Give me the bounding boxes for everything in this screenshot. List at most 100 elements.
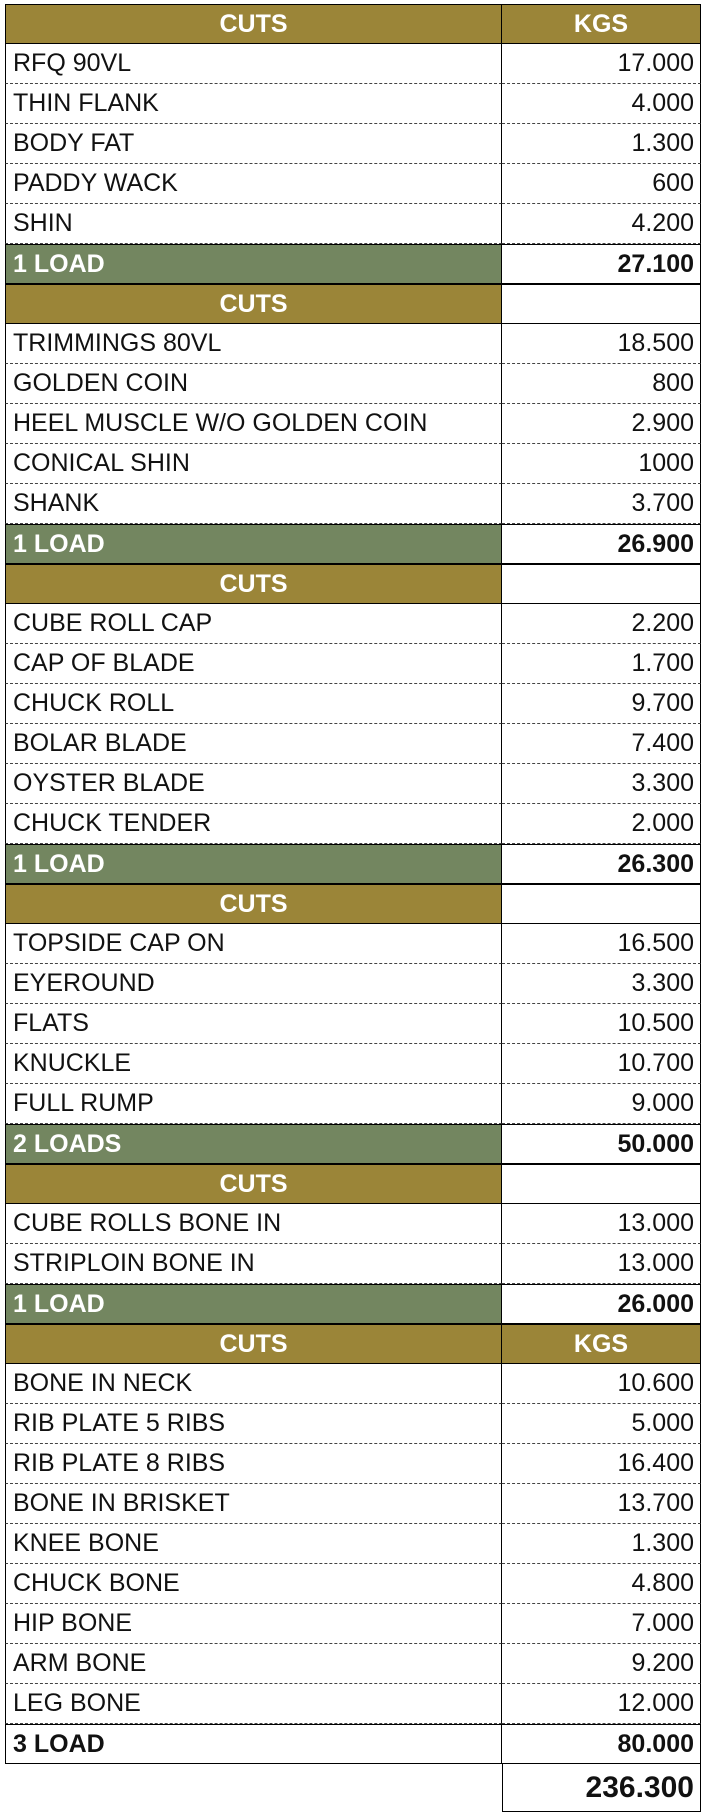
cut-row: TOPSIDE CAP ON 16.500: [5, 924, 701, 964]
cut-row: CUBE ROLL CAP 2.200: [5, 604, 701, 644]
cut-name: RIB PLATE 8 RIBS: [5, 1444, 502, 1484]
cuts-section: CUTS CUBE ROLL CAP 2.200 CAP OF BLADE 1.700 C…: [5, 564, 701, 884]
cut-name: KNUCKLE: [5, 1044, 502, 1084]
cut-name: ARM BONE: [5, 1644, 502, 1684]
cut-name: RIB PLATE 5 RIBS: [5, 1404, 502, 1444]
cut-name: TRIMMINGS 80VL: [5, 324, 502, 364]
load-label: 1 LOAD: [5, 844, 502, 884]
cut-row: CHUCK BONE 4.800: [5, 1564, 701, 1604]
cut-kgs: 13.000: [502, 1204, 701, 1244]
cut-row: GOLDEN COIN 800: [5, 364, 701, 404]
cut-name: STRIPLOIN BONE IN: [5, 1244, 502, 1284]
cut-kgs: 4.200: [502, 204, 701, 244]
cut-row: PADDY WACK 600: [5, 164, 701, 204]
cut-name: CHUCK ROLL: [5, 684, 502, 724]
cut-name: FLATS: [5, 1004, 502, 1044]
cut-kgs: 9.700: [502, 684, 701, 724]
cut-row: STRIPLOIN BONE IN 13.000: [5, 1244, 701, 1284]
cut-row: BONE IN NECK 10.600: [5, 1364, 701, 1404]
cut-name: SHIN: [5, 204, 502, 244]
cut-kgs: 4.000: [502, 84, 701, 124]
cut-name: LEG BONE: [5, 1684, 502, 1724]
cuts-section: CUTS CUBE ROLLS BONE IN 13.000 STRIPLOIN BO…: [5, 1164, 701, 1324]
cut-name: CUBE ROLLS BONE IN: [5, 1204, 502, 1244]
cuts-section: CUTS TOPSIDE CAP ON 16.500 EYEROUND 3.300 FLA…: [5, 884, 701, 1164]
section-header-row: CUTS: [5, 1164, 701, 1204]
cut-kgs: 16.500: [502, 924, 701, 964]
cut-row: BOLAR BLADE 7.400: [5, 724, 701, 764]
grand-total-spacer: [5, 1764, 502, 1812]
cut-kgs: 1.700: [502, 644, 701, 684]
kgs-column-header: [502, 884, 701, 924]
cuts-weight-table: CUTS KGS RFQ 90VL 17.000 THIN FLANK 4.000 BODY…: [5, 4, 701, 1812]
cut-kgs: 12.000: [502, 1684, 701, 1724]
load-total-row: 3 LOAD 80.000: [5, 1724, 701, 1764]
cut-name: RFQ 90VL: [5, 44, 502, 84]
grand-total-row: 236.300: [5, 1764, 701, 1812]
cut-row: ARM BONE 9.200: [5, 1644, 701, 1684]
cut-name: HIP BONE: [5, 1604, 502, 1644]
cut-kgs: 600: [502, 164, 701, 204]
cut-name: CUBE ROLL CAP: [5, 604, 502, 644]
kgs-column-header: KGS: [502, 1324, 701, 1364]
load-total-row: 1 LOAD 26.900: [5, 524, 701, 564]
load-total-row: 1 LOAD 27.100: [5, 244, 701, 284]
cut-name: SHANK: [5, 484, 502, 524]
cut-row: SHIN 4.200: [5, 204, 701, 244]
cuts-section: CUTS KGS BONE IN NECK 10.600 RIB PLATE 5 RIB…: [5, 1324, 701, 1764]
cut-kgs: 10.700: [502, 1044, 701, 1084]
cut-row: CHUCK ROLL 9.700: [5, 684, 701, 724]
cuts-column-header: CUTS: [5, 1324, 502, 1364]
load-label: 1 LOAD: [5, 524, 502, 564]
cut-name: THIN FLANK: [5, 84, 502, 124]
load-total-kgs: 26.000: [502, 1284, 701, 1324]
cut-row: KNEE BONE 1.300: [5, 1524, 701, 1564]
kgs-column-header: [502, 284, 701, 324]
cut-kgs: 7.400: [502, 724, 701, 764]
load-label: 3 LOAD: [5, 1724, 502, 1764]
cut-kgs: 3.300: [502, 964, 701, 1004]
cut-kgs: 7.000: [502, 1604, 701, 1644]
cut-name: CONICAL SHIN: [5, 444, 502, 484]
cut-kgs: 3.300: [502, 764, 701, 804]
cut-kgs: 3.700: [502, 484, 701, 524]
cuts-section: CUTS KGS RFQ 90VL 17.000 THIN FLANK 4.000 BODY…: [5, 4, 701, 284]
load-label: 1 LOAD: [5, 244, 502, 284]
cut-kgs: 16.400: [502, 1444, 701, 1484]
cut-row: RIB PLATE 5 RIBS 5.000: [5, 1404, 701, 1444]
cut-name: BOLAR BLADE: [5, 724, 502, 764]
cut-name: CAP OF BLADE: [5, 644, 502, 684]
cut-kgs: 1.300: [502, 124, 701, 164]
cut-row: BONE IN BRISKET 13.700: [5, 1484, 701, 1524]
cut-name: FULL RUMP: [5, 1084, 502, 1124]
cut-kgs: 1.300: [502, 1524, 701, 1564]
load-total-row: 1 LOAD 26.000: [5, 1284, 701, 1324]
cut-name: BONE IN BRISKET: [5, 1484, 502, 1524]
cut-kgs: 18.500: [502, 324, 701, 364]
cut-row: EYEROUND 3.300: [5, 964, 701, 1004]
cut-name: CHUCK BONE: [5, 1564, 502, 1604]
cut-row: FULL RUMP 9.000: [5, 1084, 701, 1124]
cut-name: CHUCK TENDER: [5, 804, 502, 844]
cut-row: FLATS 10.500: [5, 1004, 701, 1044]
grand-total-kgs: 236.300: [502, 1764, 701, 1812]
kgs-column-header: [502, 1164, 701, 1204]
cut-row: RIB PLATE 8 RIBS 16.400: [5, 1444, 701, 1484]
load-total-kgs: 27.100: [502, 244, 701, 284]
cuts-section: CUTS TRIMMINGS 80VL 18.500 GOLDEN COIN 800 HE…: [5, 284, 701, 564]
cut-row: OYSTER BLADE 3.300: [5, 764, 701, 804]
cut-row: BODY FAT 1.300: [5, 124, 701, 164]
section-header-row: CUTS: [5, 884, 701, 924]
cut-row: CUBE ROLLS BONE IN 13.000: [5, 1204, 701, 1244]
cuts-column-header: CUTS: [5, 284, 502, 324]
cut-row: HIP BONE 7.000: [5, 1604, 701, 1644]
cut-kgs: 2.200: [502, 604, 701, 644]
cut-row: HEEL MUSCLE W/O GOLDEN COIN 2.900: [5, 404, 701, 444]
cut-row: SHANK 3.700: [5, 484, 701, 524]
cut-kgs: 800: [502, 364, 701, 404]
section-header-row: CUTS KGS: [5, 1324, 701, 1364]
kgs-column-header: KGS: [502, 4, 701, 44]
kgs-column-header: [502, 564, 701, 604]
cut-kgs: 9.000: [502, 1084, 701, 1124]
cut-name: HEEL MUSCLE W/O GOLDEN COIN: [5, 404, 502, 444]
